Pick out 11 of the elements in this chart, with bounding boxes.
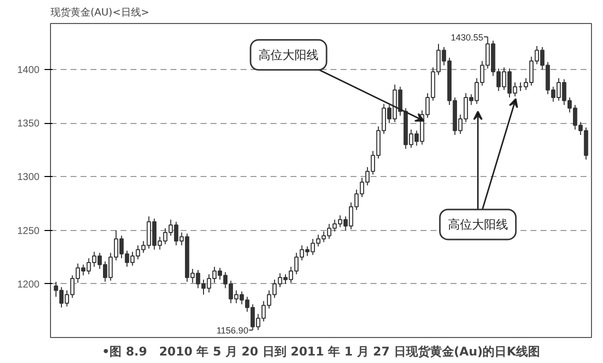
y-tick-label: 1300 [17, 172, 40, 184]
text: •图 8.9 2010 年 5 月 20 日到 2011 年 1 月 27 日现货黄金(Au)的日K线图 [102, 344, 540, 358]
y-tick-label: 1350 [17, 118, 40, 130]
annotation: 1430.55 [450, 32, 484, 42]
y-tick-label: 1200 [17, 279, 40, 290]
chart-title: 现货黄金(AU)<日线> [50, 6, 150, 18]
annotation: 高位大阳线 [258, 48, 319, 62]
annotation: 1156.90 [216, 326, 248, 336]
y-tick-label: 1400 [17, 65, 40, 76]
annotation: 高位大阳线 [448, 217, 508, 232]
y-tick-label: 1250 [17, 226, 40, 237]
